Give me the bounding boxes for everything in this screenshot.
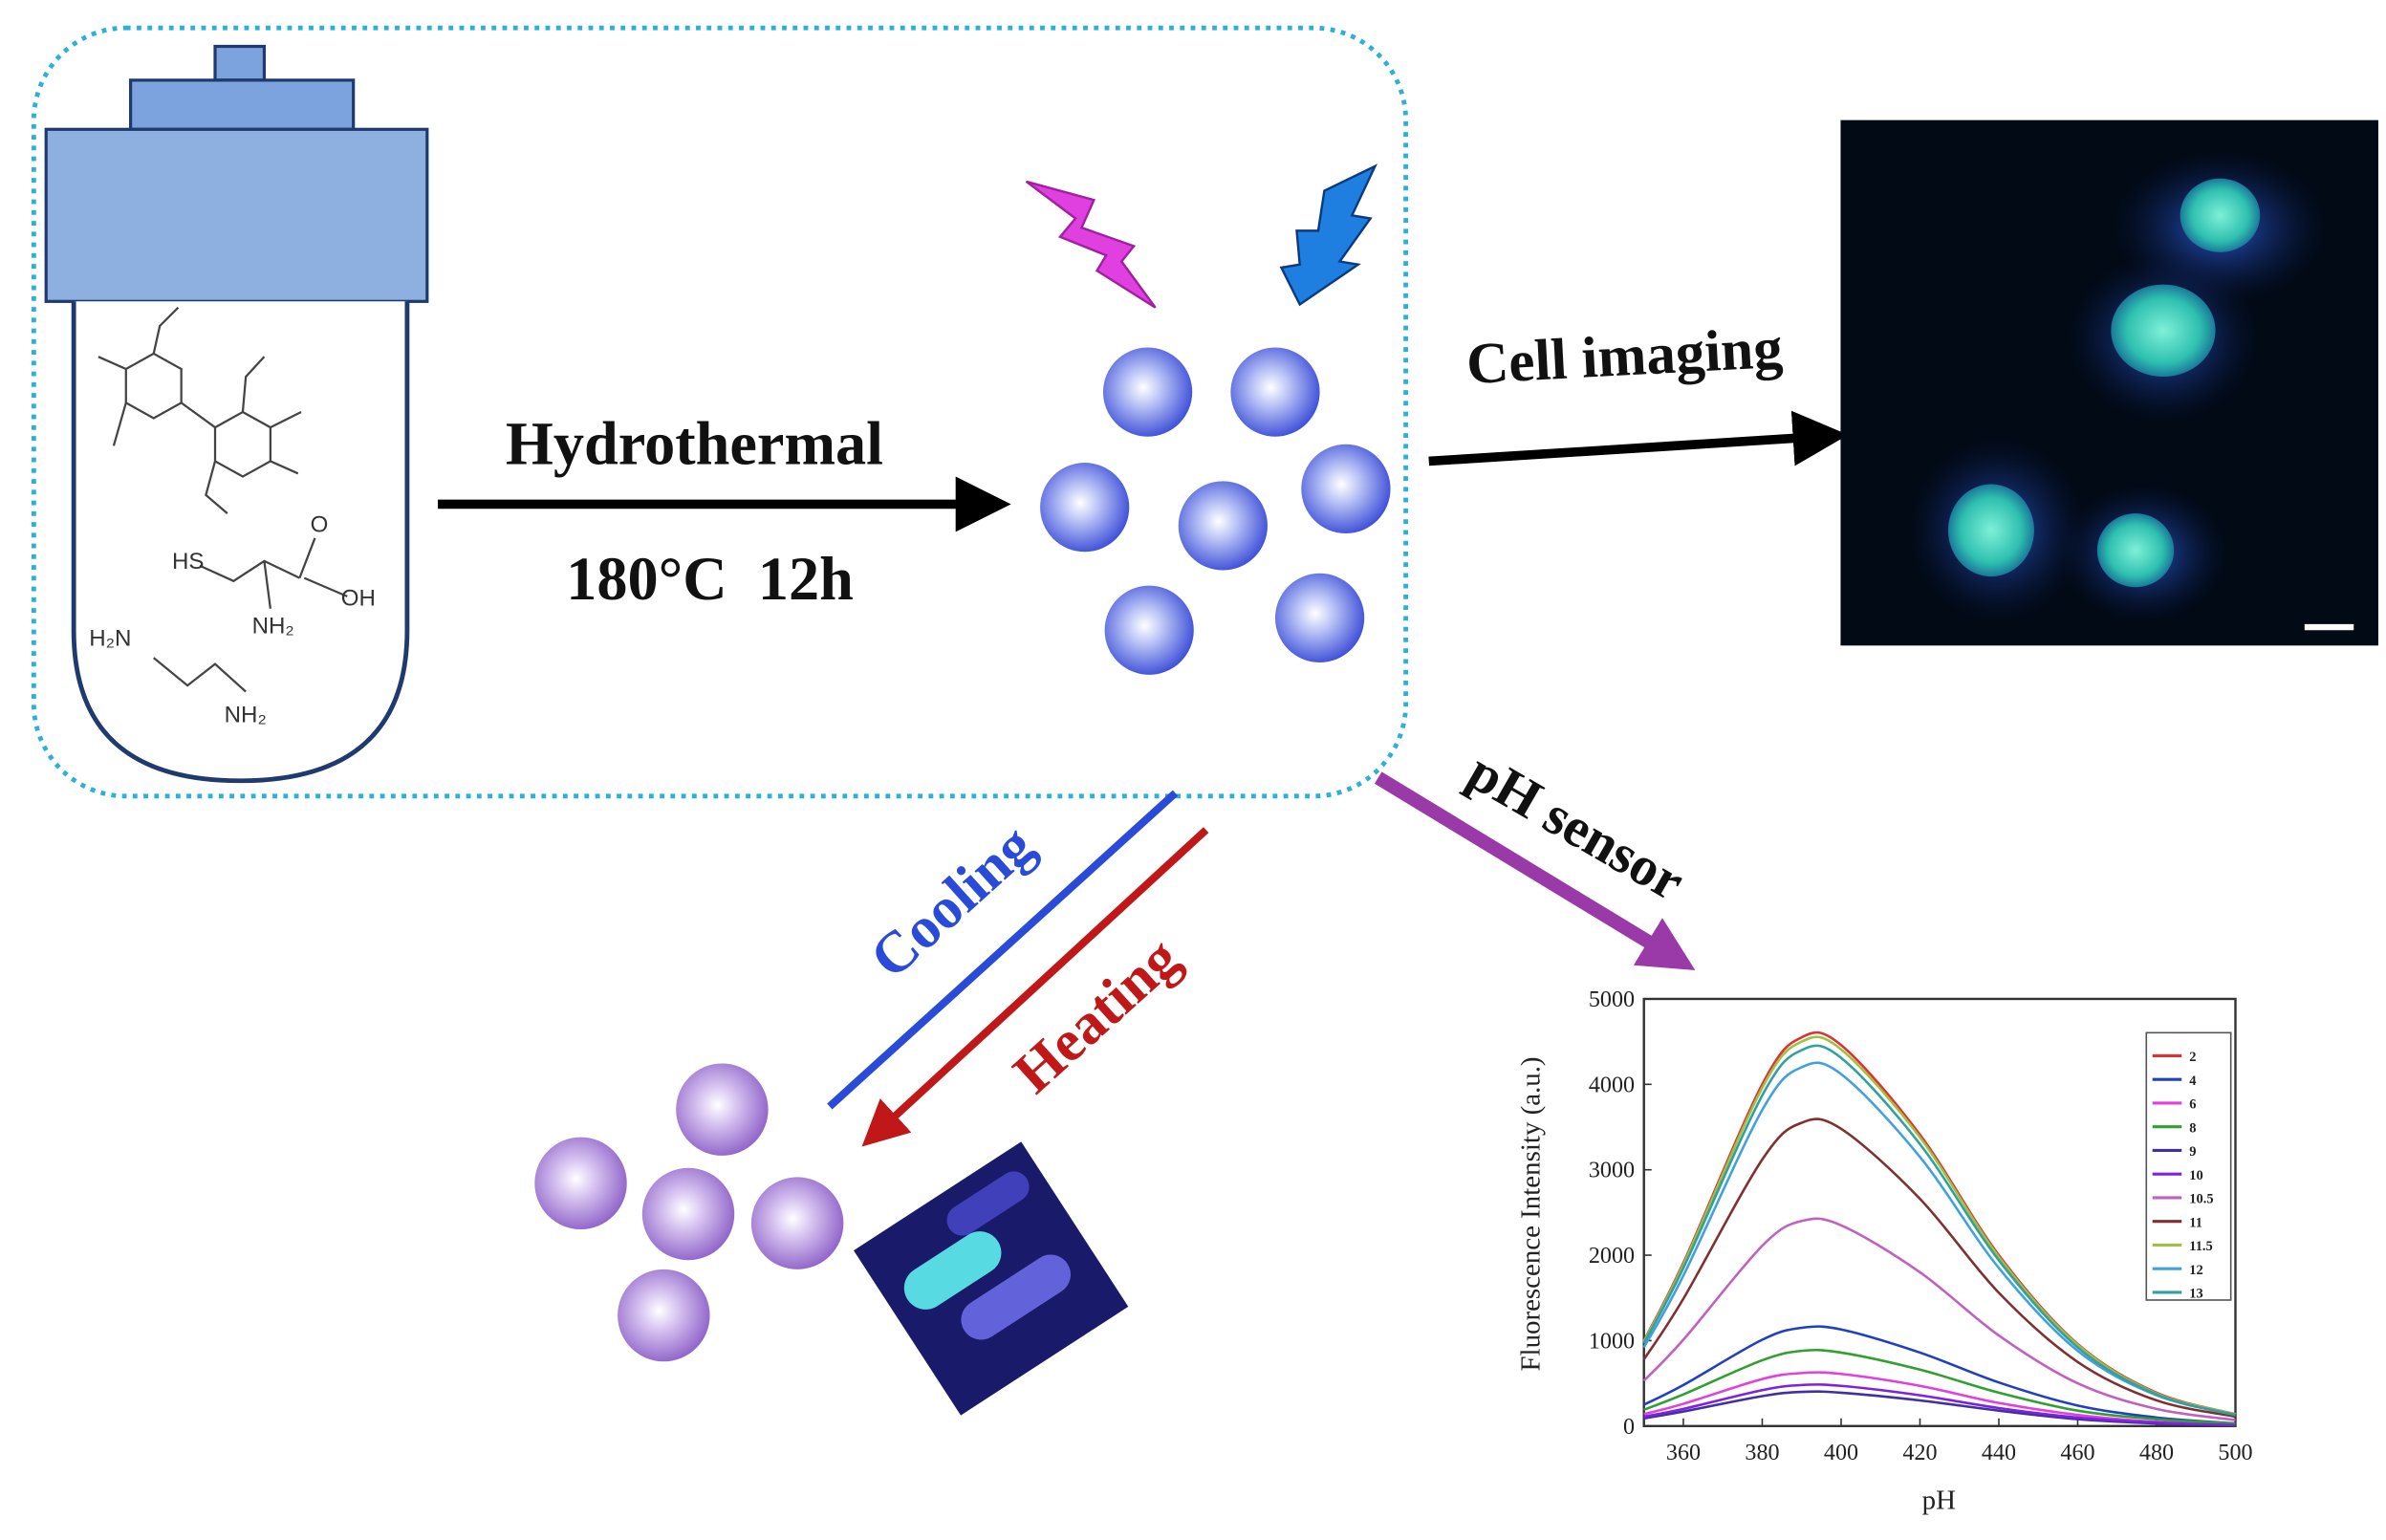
legend-label: 8 — [2189, 1120, 2196, 1136]
plot-frame — [1642, 997, 2237, 1427]
legend-box — [2145, 1031, 2232, 1301]
atom-label: OH — [341, 586, 376, 612]
x-tick-label: 460 — [2060, 1441, 2094, 1465]
atom-label: NH₂ — [225, 703, 267, 728]
x-tick-label: 360 — [1666, 1441, 1701, 1465]
aggregated-dots — [534, 1063, 844, 1362]
reactor: HS O OH NH₂ H₂N NH₂ — [44, 44, 429, 784]
method-label: Hydrothermal — [506, 410, 883, 478]
spectrum-line — [1642, 1035, 2236, 1416]
atom-label: H₂N — [89, 625, 131, 651]
y-tick-label: 3000 — [1589, 1159, 1635, 1183]
legend-label: 6 — [2189, 1097, 2196, 1113]
arrow — [1374, 771, 1696, 970]
legend-label: 11 — [2189, 1215, 2202, 1230]
frame — [31, 25, 1409, 799]
x-tick-label: 420 — [1902, 1441, 1937, 1465]
spectrum-line — [1642, 1061, 2236, 1417]
lightning — [1025, 180, 1157, 309]
legend-label: 10 — [2189, 1168, 2202, 1183]
imaging-label: Cell imaging — [1465, 316, 1785, 397]
spectrum-line — [1643, 1348, 2236, 1425]
y-tick-label: 1000 — [1589, 1329, 1635, 1354]
conditions-label: 180°C 12h — [566, 545, 854, 613]
y-tick-label: 0 — [1623, 1415, 1635, 1440]
spectrum-chart: pH Fluorescence Intensity (a.u.) 360 380 4… — [1515, 987, 2252, 1516]
x-tick-label: 500 — [2218, 1441, 2252, 1465]
spectrum-line — [1643, 1383, 2236, 1427]
spectrum-line — [1642, 1117, 2236, 1419]
lightning — [1279, 163, 1377, 307]
vial-photo — [854, 1141, 1129, 1416]
sensor-label: pH sensor — [1458, 740, 1695, 913]
spectrum-line — [1643, 1371, 2236, 1426]
x-tick-label: 380 — [1745, 1441, 1779, 1465]
heating-label: Heating — [1002, 926, 1192, 1106]
atom-label: HS — [172, 549, 204, 575]
legend-label: 2 — [2189, 1050, 2196, 1065]
legend-label: 10.5 — [2189, 1192, 2213, 1207]
cooling-label: Cooling — [858, 813, 1046, 991]
arrow — [1428, 410, 1849, 466]
legend-label: 13 — [2189, 1287, 2202, 1302]
x-axis-label: pH — [1922, 1486, 1956, 1516]
x-tick-label: 400 — [1824, 1441, 1858, 1465]
spectrum-line — [1643, 1325, 2236, 1425]
atom-label: NH₂ — [252, 613, 294, 639]
y-tick-label: 2000 — [1589, 1244, 1635, 1269]
arrow — [827, 790, 1179, 1110]
atom-label: O — [311, 511, 329, 537]
legend-label: 9 — [2189, 1144, 2196, 1160]
legend-label: 4 — [2189, 1074, 2196, 1089]
carbon-dots — [1040, 347, 1391, 675]
legend-label: 11.5 — [2189, 1239, 2213, 1254]
y-tick-label: 5000 — [1589, 987, 1635, 1012]
legend-label: 12 — [2189, 1263, 2202, 1278]
y-axis-label: Fluorescence Intensity (a.u.) — [1515, 1056, 1546, 1371]
y-tick-label: 4000 — [1589, 1073, 1635, 1097]
cell-image — [1840, 119, 2378, 646]
x-tick-label: 440 — [1982, 1441, 2016, 1465]
spectrum-line — [1642, 1217, 2236, 1421]
spectrum-line — [1642, 1044, 2236, 1417]
x-tick-label: 480 — [2139, 1441, 2174, 1465]
arrow — [861, 827, 1209, 1147]
